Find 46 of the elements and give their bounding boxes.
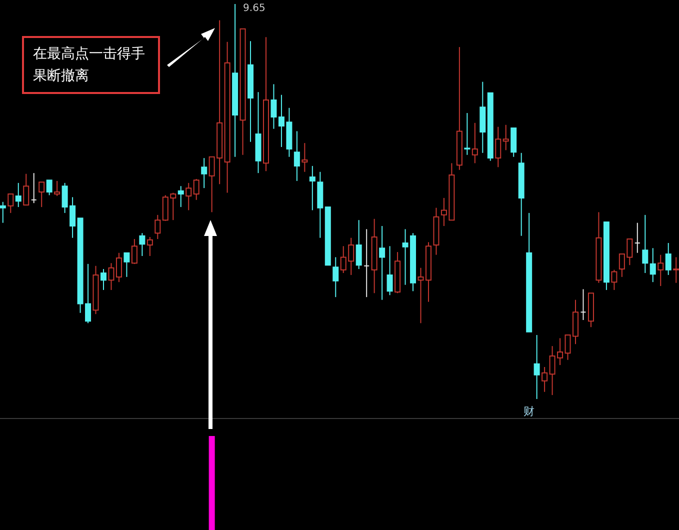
candlestick xyxy=(139,232,146,257)
candlestick xyxy=(634,222,640,254)
candlestick xyxy=(364,228,370,298)
candlestick xyxy=(658,254,664,287)
candlestick xyxy=(534,334,540,400)
candlestick xyxy=(356,220,362,270)
candlestick xyxy=(0,201,6,224)
candlestick xyxy=(15,182,22,208)
candlestick xyxy=(30,172,37,204)
candlestick xyxy=(131,238,138,264)
candlestick xyxy=(294,130,300,182)
candlestick xyxy=(472,122,478,164)
annotation: 9.65 xyxy=(243,3,266,14)
candlestick xyxy=(116,252,122,283)
candlestick xyxy=(186,182,192,211)
candlestick xyxy=(332,256,339,298)
candlestick xyxy=(193,178,200,200)
candlestick xyxy=(124,252,130,278)
candlestick xyxy=(542,366,548,392)
candlestick xyxy=(154,214,161,240)
candlestick xyxy=(379,225,386,300)
candlestick xyxy=(23,173,30,206)
candlestick xyxy=(54,180,60,196)
candlestick xyxy=(270,84,277,130)
candlestick xyxy=(38,182,45,208)
candlestick xyxy=(650,248,656,283)
text: 财 xyxy=(524,405,535,418)
candlestick xyxy=(100,268,106,290)
candlestick xyxy=(178,186,184,208)
candlestick xyxy=(502,124,509,151)
candlestick xyxy=(642,214,648,274)
candlestick xyxy=(8,193,14,214)
candlestick xyxy=(309,165,316,211)
candlestick xyxy=(418,267,424,324)
candlestick xyxy=(611,269,618,290)
candlestick xyxy=(108,262,114,290)
annotation: 在最高点一击得手果断撤离 xyxy=(22,36,160,94)
candlestick xyxy=(386,246,393,296)
candlestick xyxy=(146,236,153,257)
candlestick xyxy=(665,242,672,276)
candlestick xyxy=(302,142,308,172)
candlestick xyxy=(580,288,586,320)
candlestick xyxy=(201,158,208,189)
candlestick xyxy=(464,112,470,156)
candlestick xyxy=(46,180,52,196)
candlestick xyxy=(495,126,502,168)
